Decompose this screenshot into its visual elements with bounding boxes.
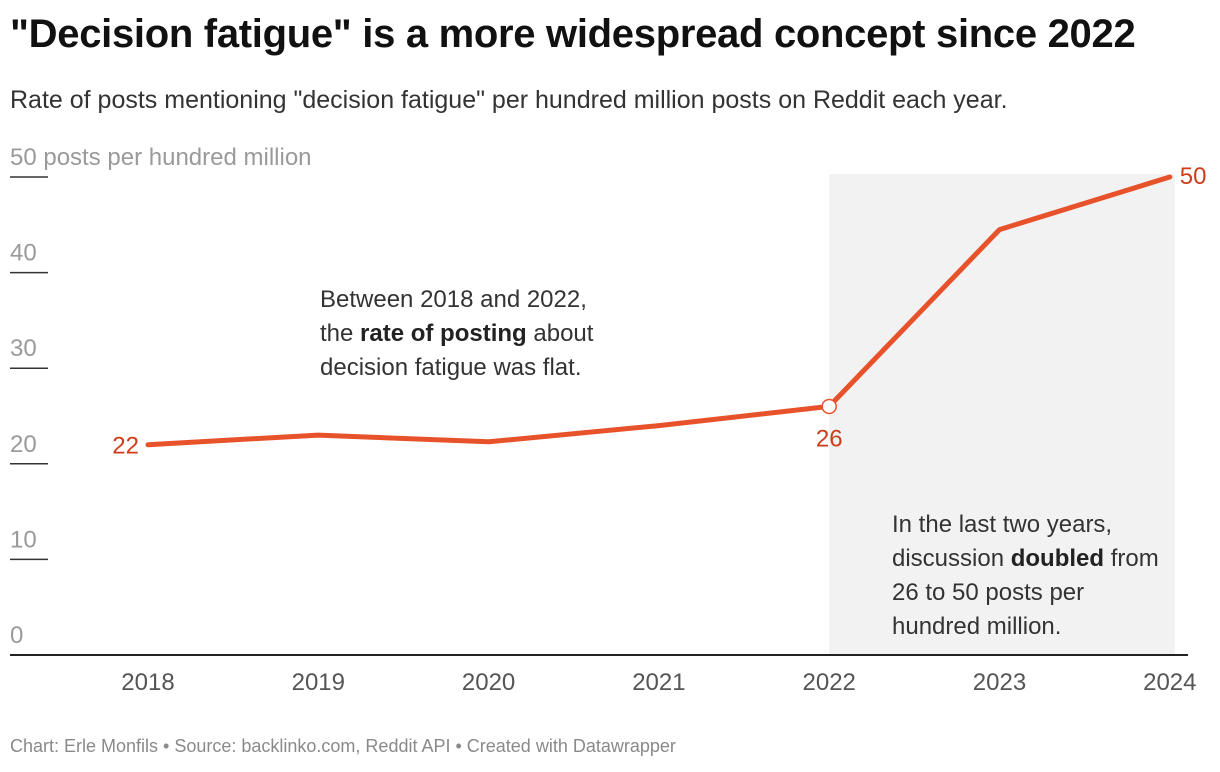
series-line bbox=[145, 174, 1173, 448]
chart-footer: Chart: Erle Monfils • Source: backlinko.… bbox=[10, 736, 676, 756]
x-tick-label: 2024 bbox=[1143, 669, 1196, 696]
data-label: 26 bbox=[816, 425, 843, 452]
y-tick-label: 10 bbox=[10, 526, 37, 553]
annotation-flat-period: Between 2018 and 2022, the rate of posti… bbox=[320, 283, 620, 385]
annotation-text: about decision fatigue was flat. bbox=[320, 320, 594, 381]
x-tick-label: 2022 bbox=[803, 669, 856, 696]
x-tick-label: 2021 bbox=[632, 669, 685, 696]
annotation-doubled-period: In the last two years, discussion double… bbox=[892, 508, 1162, 644]
x-tick-label: 2020 bbox=[462, 669, 515, 696]
y-tick-label: 50 posts per hundred million bbox=[10, 144, 312, 171]
highlight-band bbox=[829, 174, 1175, 655]
y-tick-label: 40 bbox=[10, 240, 37, 267]
chart-title: "Decision fatigue" is a more widespread … bbox=[10, 12, 1136, 56]
y-tick-label: 20 bbox=[10, 431, 37, 458]
y-tick-label: 0 bbox=[10, 622, 23, 649]
annotation-text: Between 2018 and 2022, the bbox=[320, 286, 587, 347]
x-tick-label: 2023 bbox=[973, 669, 1026, 696]
x-tick-label: 2019 bbox=[292, 669, 345, 696]
data-label: 22 bbox=[112, 433, 139, 460]
annotation-text: from 26 to 50 posts per hundred million. bbox=[892, 545, 1159, 640]
x-tick-label: 2018 bbox=[121, 669, 174, 696]
data-label: 50 bbox=[1180, 163, 1207, 190]
annotation-bold-text: rate of posting bbox=[360, 320, 527, 347]
data-point bbox=[821, 398, 837, 415]
y-tick-label: 30 bbox=[10, 335, 37, 362]
annotation-bold-text: doubled bbox=[1010, 545, 1105, 572]
annotation-text: In the last two years, discussion bbox=[892, 511, 1113, 572]
chart-subtitle: Rate of posts mentioning "decision fatig… bbox=[10, 86, 1008, 114]
